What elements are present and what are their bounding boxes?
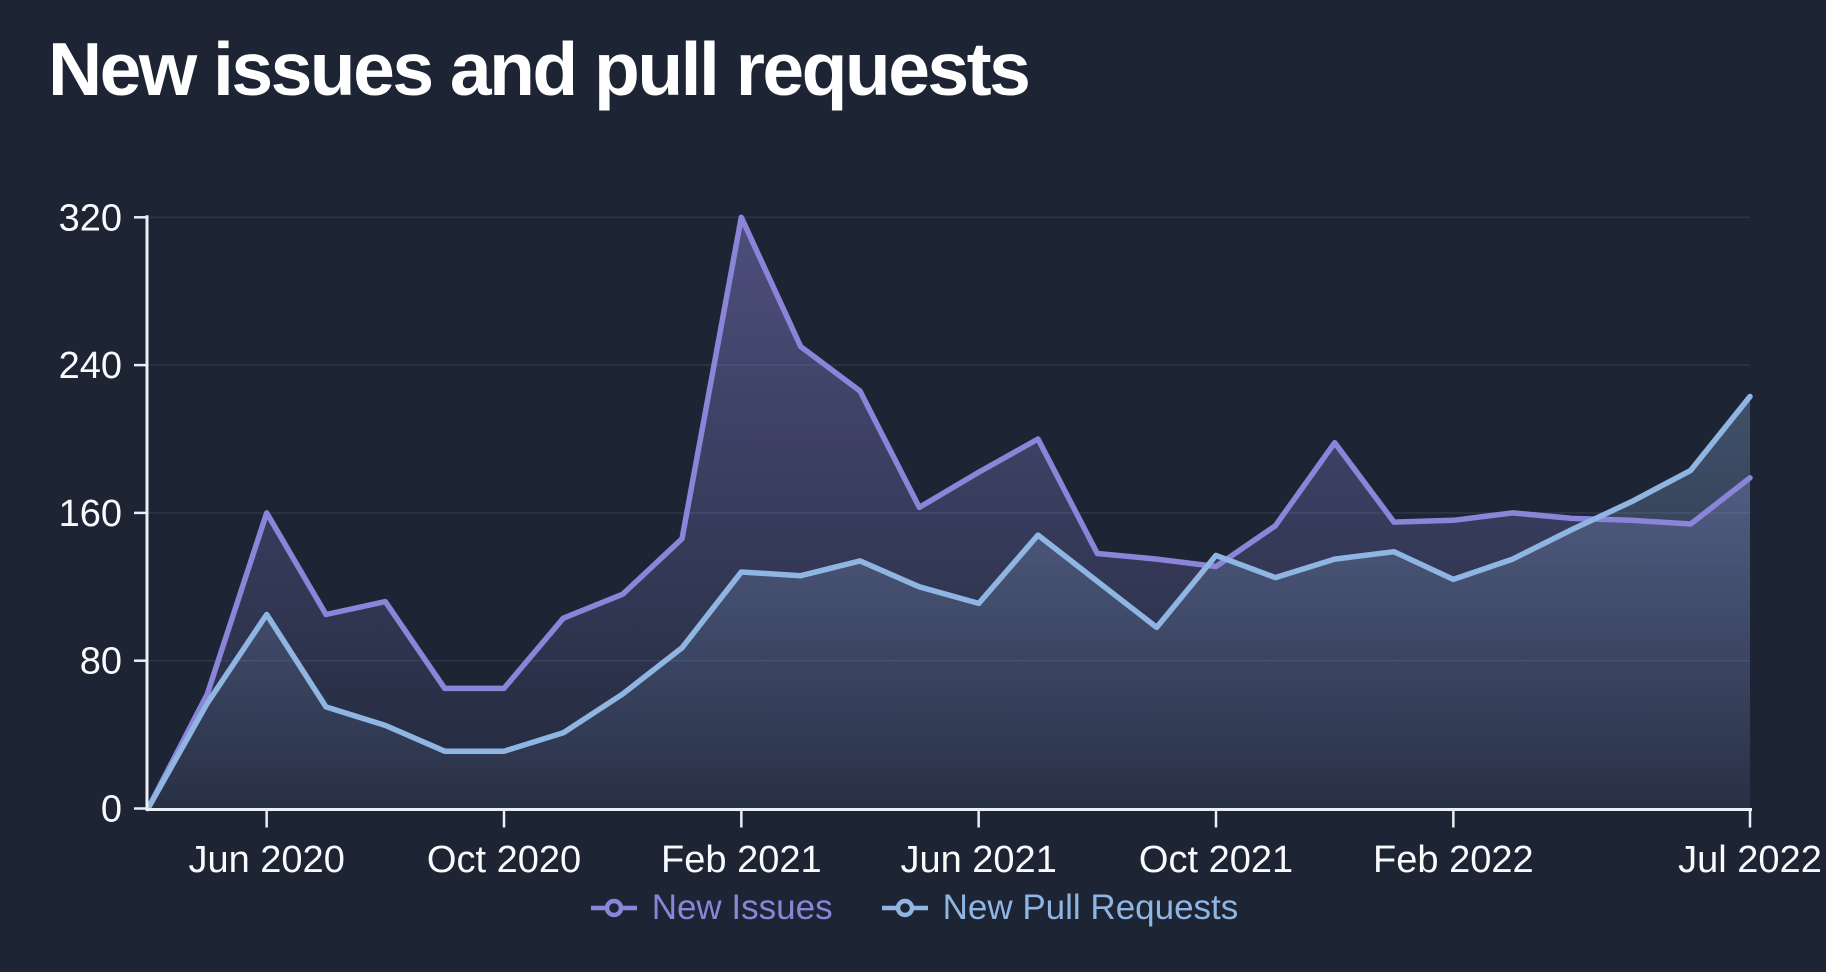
legend-label: New Pull Requests <box>942 888 1239 927</box>
y-tick-label: 0 <box>101 789 122 831</box>
line-circle-marker <box>881 898 928 918</box>
legend: New Issues New Pull Requests <box>0 888 1826 928</box>
x-tick-label: Jun 2021 <box>900 839 1056 881</box>
issues-line <box>145 214 1753 812</box>
chart-title: New issues and pull requests <box>48 27 1031 111</box>
x-tick-label: Oct 2021 <box>1139 839 1293 881</box>
x-tick-label: Jun 2020 <box>188 839 344 881</box>
pull-requests-line <box>145 393 1753 812</box>
y-tick-label: 320 <box>59 197 122 239</box>
legend-item-new-issues[interactable]: New Issues <box>588 888 833 928</box>
axes <box>134 215 1752 828</box>
x-tick-label: Jul 2022 <box>1678 839 1822 881</box>
pull-requests-area <box>148 396 1750 809</box>
x-tick-label: Feb 2022 <box>1373 839 1534 881</box>
line-circle-marker <box>590 898 637 918</box>
x-tick-label: Feb 2021 <box>661 839 822 881</box>
legend-label: New Issues <box>651 888 833 927</box>
y-tick-label: 80 <box>80 641 122 683</box>
y-tick-label: 240 <box>59 345 122 387</box>
x-tick-label: Oct 2020 <box>427 839 581 881</box>
y-tick-label: 160 <box>59 493 122 535</box>
x-axis-labels: Jun 2020 Oct 2020 Feb 2021 Jun 2021 Oct 2021… <box>188 839 1821 881</box>
y-axis-labels: 0 80 160 240 320 <box>59 197 122 830</box>
legend-item-new-pull-requests[interactable]: New Pull Requests <box>879 888 1239 928</box>
